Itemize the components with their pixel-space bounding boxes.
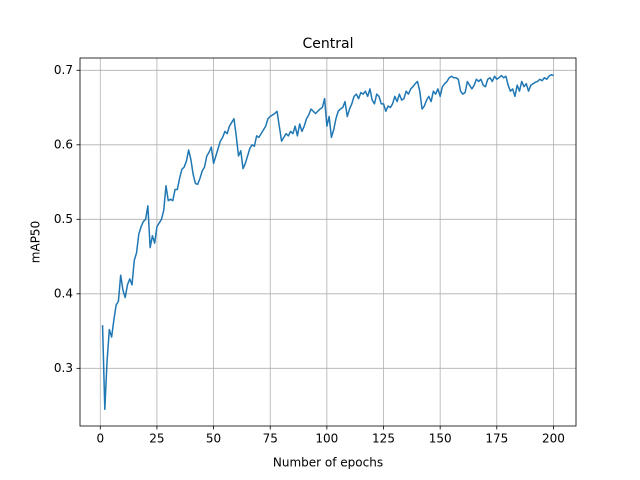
- x-tick-label: 200: [542, 432, 565, 446]
- x-tick-label: 150: [429, 432, 452, 446]
- x-axis-label: Number of epochs: [273, 456, 383, 470]
- x-tick-label: 75: [263, 432, 278, 446]
- y-tick-label: 0.7: [54, 63, 73, 77]
- data-line: [101, 74, 554, 411]
- x-tick-label: 100: [315, 432, 338, 446]
- x-tick-label: 0: [96, 432, 104, 446]
- plot-frame: [79, 57, 577, 427]
- x-tick-label: 25: [149, 432, 164, 446]
- x-tick-label: 175: [485, 432, 508, 446]
- chart-title: Central: [303, 36, 354, 52]
- y-tick-label: 0.4: [54, 286, 73, 300]
- y-tick-label: 0.6: [54, 137, 73, 151]
- y-axis-label: mAP50: [29, 221, 43, 263]
- y-tick-label: 0.3: [54, 361, 73, 375]
- y-tick-label: 0.5: [54, 212, 73, 226]
- x-tick-label: 50: [206, 432, 221, 446]
- x-tick-label: 125: [372, 432, 395, 446]
